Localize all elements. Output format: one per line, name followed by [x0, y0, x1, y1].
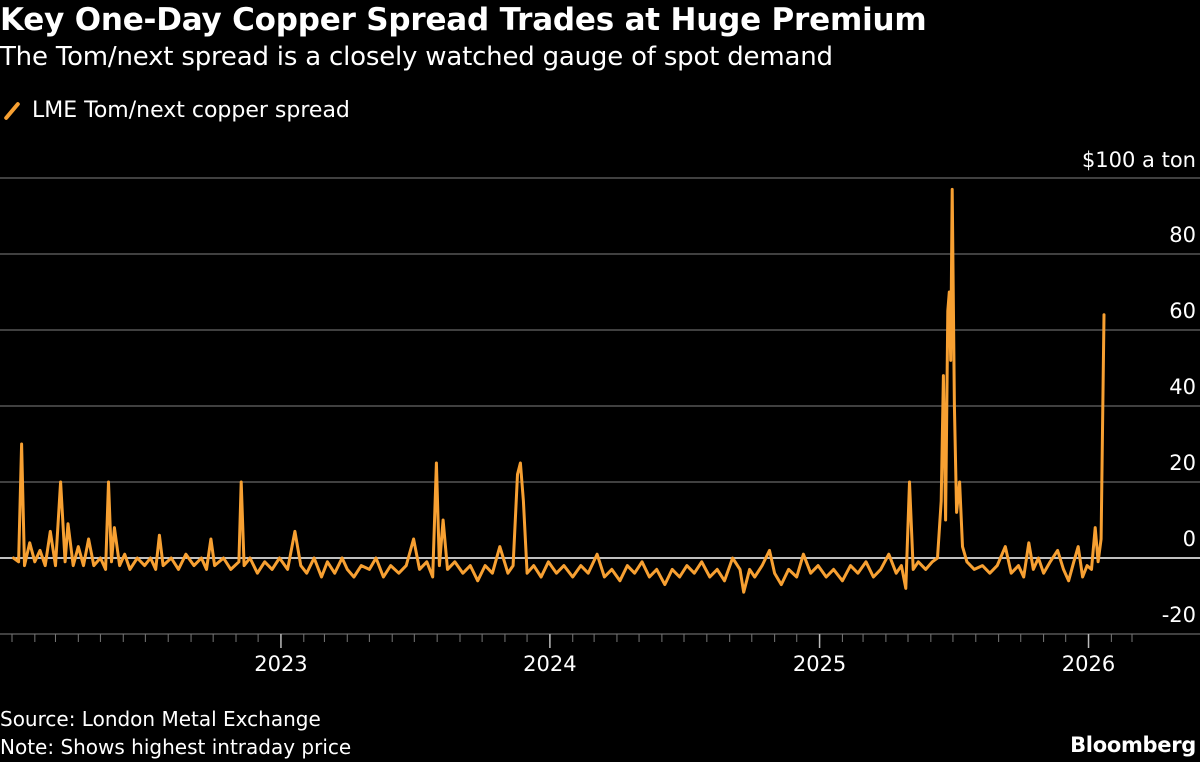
y-tick-label: 80 [1169, 223, 1196, 247]
legend-label: LME Tom/next copper spread [32, 98, 350, 123]
y-tick-label: 60 [1169, 299, 1196, 323]
y-tick-label: 40 [1169, 375, 1196, 399]
chart-subtitle: The Tom/next spread is a closely watched… [0, 42, 833, 72]
series-line-tom-next [12, 187, 1106, 594]
chart-title: Key One-Day Copper Spread Trades at Huge… [0, 2, 927, 38]
y-axis: $100 a ton 80 60 40 20 0 -20 [1082, 148, 1196, 627]
x-tick-label: 2025 [793, 652, 846, 676]
source-note: Source: London Metal Exchange [0, 707, 321, 731]
x-tick-label: 2026 [1062, 652, 1115, 676]
y-tick-label: -20 [1162, 603, 1196, 627]
y-tick-label: 0 [1183, 527, 1196, 551]
bloomberg-logo: Bloomberg [1070, 733, 1196, 757]
chart-legend: LME Tom/next copper spread [2, 98, 350, 123]
line-chart: 2023 2024 2025 2026 $100 a ton 80 60 40 20 0 -20 [0, 148, 1200, 676]
y-tick-label: 20 [1169, 451, 1196, 475]
x-tick-label: 2024 [523, 652, 576, 676]
series-layer [12, 187, 1106, 594]
y-unit-label: $100 a ton [1082, 148, 1196, 172]
x-axis: 2023 2024 2025 2026 [11, 634, 1133, 676]
x-tick-label: 2023 [254, 652, 307, 676]
footnote: Note: Shows highest intraday price [0, 735, 352, 759]
